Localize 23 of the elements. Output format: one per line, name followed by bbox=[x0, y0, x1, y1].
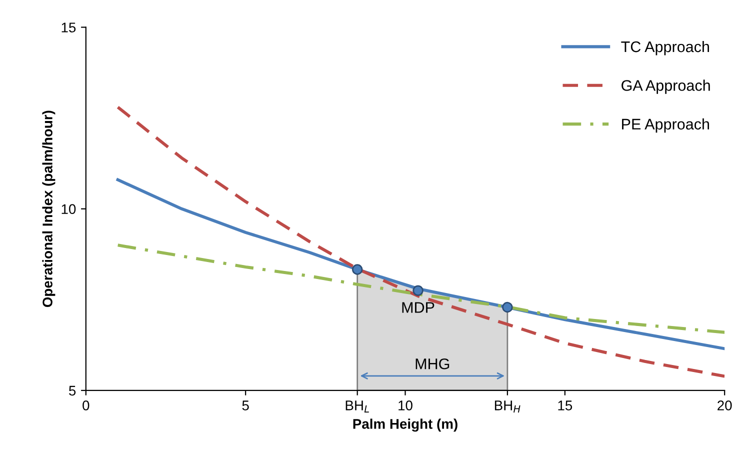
x-tick-label: 20 bbox=[718, 400, 732, 410]
x-axis-title: Palm Height (m) bbox=[353, 418, 458, 432]
point bbox=[412, 285, 424, 296]
line-series bbox=[116, 178, 725, 350]
legend-label: PE Approach bbox=[622, 118, 709, 133]
annotation: MDP bbox=[402, 302, 434, 313]
point bbox=[502, 302, 513, 313]
x-tick-label: 5 bbox=[242, 400, 249, 410]
legend-label: TC Approach bbox=[621, 40, 709, 56]
annotation: MHG bbox=[416, 358, 450, 370]
point bbox=[352, 264, 363, 275]
x-tick-label: 10 bbox=[398, 400, 412, 410]
y-tick-label: 5 bbox=[69, 386, 76, 396]
y-tick-label: 10 bbox=[62, 204, 76, 214]
x-tick-label: 15 bbox=[558, 400, 572, 410]
line-series bbox=[116, 244, 725, 334]
y-axis-title: Operational Index (palm/hour) bbox=[42, 110, 56, 308]
x-tick-label: BH$_{H}$ bbox=[494, 400, 520, 412]
y-tick-label: 15 bbox=[62, 22, 76, 32]
legend-label: GA Approach bbox=[622, 80, 710, 94]
line-series bbox=[116, 106, 725, 378]
x-tick-label: BH$_{L}$ bbox=[346, 400, 369, 412]
x-tick-label: 0 bbox=[82, 400, 90, 410]
